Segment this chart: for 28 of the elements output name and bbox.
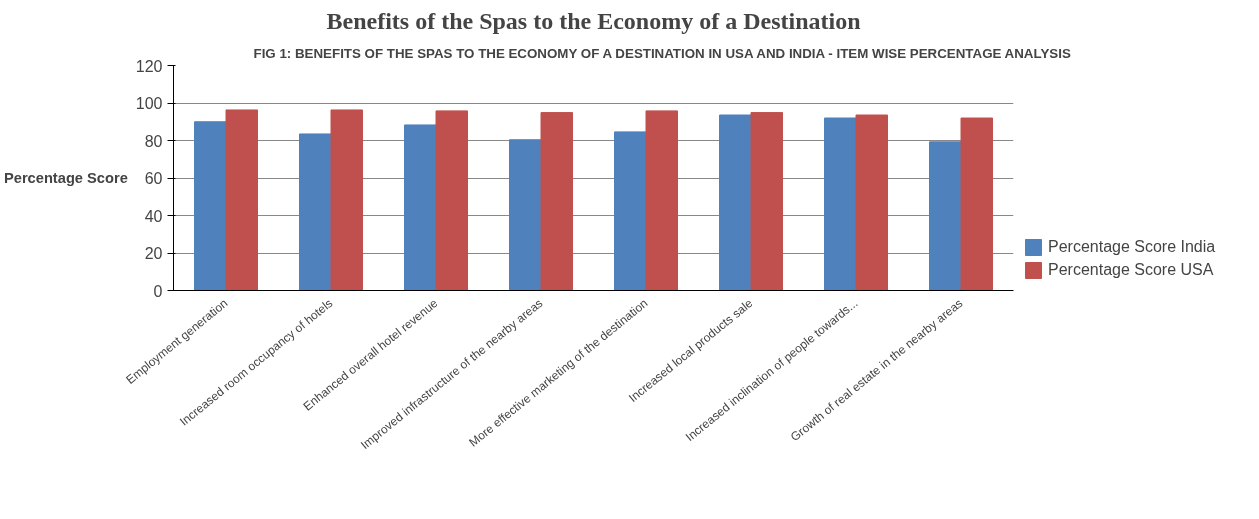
bar [540,112,573,291]
bar [404,124,437,291]
bar [855,114,888,291]
y-tick-label: 80 [144,132,163,150]
bar [435,110,468,291]
bar [299,133,332,291]
bar [645,110,678,291]
y-tick-label: 60 [144,170,163,187]
bar [194,121,227,291]
bar [330,109,363,291]
y-tick-label: 100 [135,95,163,112]
bar [614,131,647,291]
chart-title: Benefits of the Spas to the Economy of a Destination [326,7,861,34]
bar [719,114,752,291]
y-tick-label: 120 [135,57,163,75]
bar [824,117,857,291]
bar [929,141,962,291]
y-tick-label: 20 [144,245,163,262]
bar [750,112,783,291]
y-axis-title: Percentage Score [3,170,128,186]
bar [960,117,993,291]
bar [225,109,258,291]
legend-label: Percentage Score USA [1048,261,1214,279]
y-tick-label: 40 [144,207,163,225]
caption: FIG 1: BENEFITS OF THE SPAS TO THE ECONOMY OF A DESTINATION IN USA AND INDIA - ITEM WISE PERCENTAGE ANALYSIS [253,45,1071,61]
y-tick-label: 0 [153,282,163,300]
bar [509,139,542,291]
legend-label: Percentage Score India [1048,238,1216,256]
